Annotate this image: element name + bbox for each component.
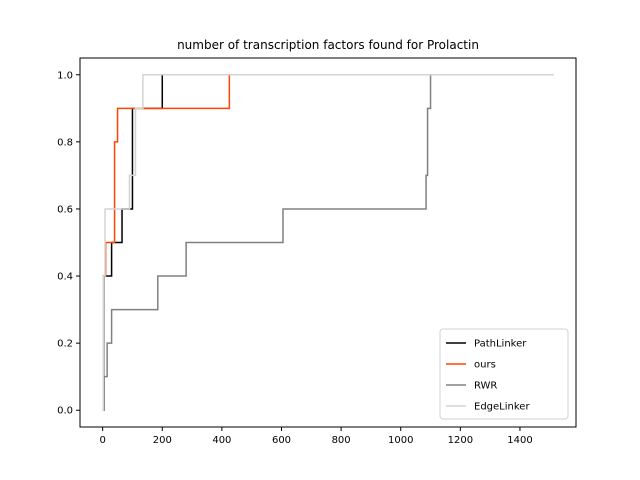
y-tick-label: 0.6 <box>57 204 73 215</box>
legend-label-rwr: RWR <box>474 381 497 392</box>
series-line-rwr <box>102 74 554 411</box>
legend: PathLinker ours RWR EdgeLinker <box>439 328 569 420</box>
x-tick-label: 1000 <box>388 435 413 446</box>
chart-title: number of transcription factors found fo… <box>177 38 479 52</box>
legend-label-edgelinker: EdgeLinker <box>474 402 530 413</box>
series-line-edgelinker <box>102 74 554 411</box>
y-tick-label: 1.0 <box>57 70 73 81</box>
y-tick-label: 0.2 <box>57 339 73 350</box>
x-tick-label: 1400 <box>507 435 532 446</box>
x-tick-label: 200 <box>153 435 172 446</box>
ticks-layer: 0 200 400 600 800 1000 1200 1400 0.0 0.2 0.4 0.6 0.8… <box>57 70 533 446</box>
legend-frame <box>439 328 569 420</box>
legend-label-pathlinker: PathLinker <box>474 339 527 350</box>
series-layer <box>102 74 554 411</box>
legend-label-ours: ours <box>474 360 496 371</box>
x-tick-label: 0 <box>99 435 105 446</box>
x-tick-label: 600 <box>272 435 291 446</box>
x-tick-label: 1200 <box>448 435 473 446</box>
plot-frame <box>79 57 577 428</box>
x-tick-label: 800 <box>332 435 351 446</box>
y-tick-label: 0.0 <box>57 406 73 417</box>
x-tick-label: 400 <box>212 435 231 446</box>
y-tick-label: 0.4 <box>57 272 73 283</box>
y-tick-label: 0.8 <box>57 137 73 148</box>
